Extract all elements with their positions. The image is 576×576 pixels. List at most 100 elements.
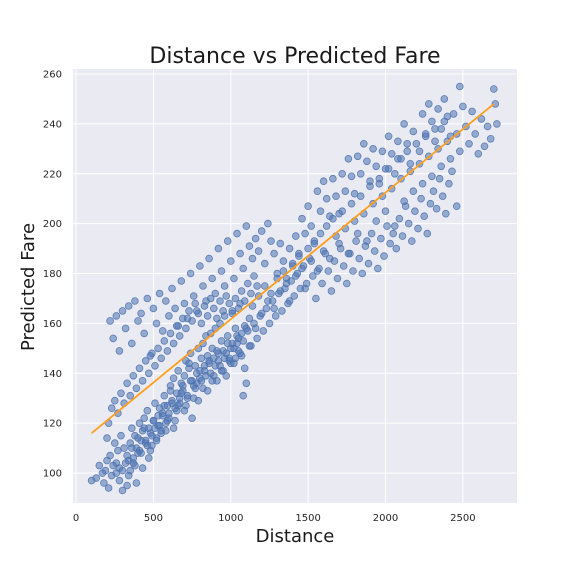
data-point [199,282,207,290]
data-point [452,202,461,211]
data-point [228,309,237,318]
data-point [352,237,360,245]
data-point [420,212,429,221]
y-tick-label: 140 [43,369,62,380]
trend-line [90,103,495,434]
data-point [158,327,167,335]
data-point [431,137,439,146]
data-point [138,376,147,385]
data-point [322,194,331,203]
data-point [440,95,449,103]
data-point [152,319,161,328]
data-point [169,339,178,348]
data-point [149,416,158,425]
data-point [359,140,368,148]
data-point [169,424,178,433]
data-point [248,302,257,310]
data-point [123,379,131,388]
data-point [211,361,220,370]
data-point [145,369,153,378]
data-point [245,314,254,323]
data-point [225,299,234,308]
data-point [380,252,388,260]
data-point [271,312,280,320]
data-point [267,289,275,298]
data-point [449,110,458,118]
y-tick-label: 160 [43,319,62,330]
data-point [437,125,446,133]
data-point [193,379,201,388]
data-point [316,229,325,238]
data-point [346,249,354,258]
data-point [312,294,320,303]
y-tick-label: 180 [43,269,62,280]
y-tick-label: 220 [43,169,62,180]
x-axis-ticks: 0 500 1000 1500 2000 2500 [73,513,476,524]
data-point [315,264,323,273]
data-point [426,199,435,208]
data-point [208,376,217,385]
data-point [322,222,331,230]
data-point [409,127,418,136]
data-point [196,262,204,270]
data-point [403,147,412,156]
data-point [259,327,268,335]
data-point [301,229,309,238]
data-point [468,107,476,116]
data-point [92,474,100,482]
x-tick-label: 1500 [295,513,320,524]
data-point [428,117,436,126]
data-point [245,242,254,250]
data-point [191,299,200,308]
data-point [111,396,119,405]
data-point [434,105,442,113]
data-point [428,172,436,181]
data-point [137,309,145,318]
data-point [162,297,170,305]
data-point [242,379,251,388]
data-point [390,170,399,178]
data-point [177,277,186,285]
data-point [165,414,173,423]
data-point [179,314,187,323]
data-point [140,424,149,433]
data-point [160,337,169,345]
data-point [155,289,164,298]
data-point [151,361,159,370]
data-points [87,82,501,495]
data-point [240,297,249,305]
regression-line [90,103,495,434]
data-point [361,242,370,250]
data-point [180,299,189,308]
data-point [134,449,142,457]
data-point [217,337,226,345]
data-point [227,257,235,265]
data-point [200,361,209,370]
data-point [143,294,152,303]
data-point [143,441,152,450]
data-point [210,304,218,313]
data-point [281,284,289,293]
data-point [369,145,377,153]
data-point [236,249,244,258]
data-point [401,202,410,211]
data-point [383,222,391,230]
y-tick-label: 260 [43,69,62,80]
data-point [223,339,232,348]
data-point [165,312,173,320]
chart-title: Distance vs Predicted Fare [149,44,440,69]
data-point [392,244,401,253]
data-point [128,424,136,433]
data-point [115,476,124,485]
data-point [171,304,179,313]
data-point [230,274,238,283]
data-point [227,359,235,368]
data-point [268,297,277,305]
data-point [418,110,427,118]
data-point [358,269,367,278]
data-point [101,466,110,475]
y-tick-label: 200 [43,219,62,230]
data-point [188,414,196,423]
data-point [386,239,394,248]
data-point [250,319,258,328]
